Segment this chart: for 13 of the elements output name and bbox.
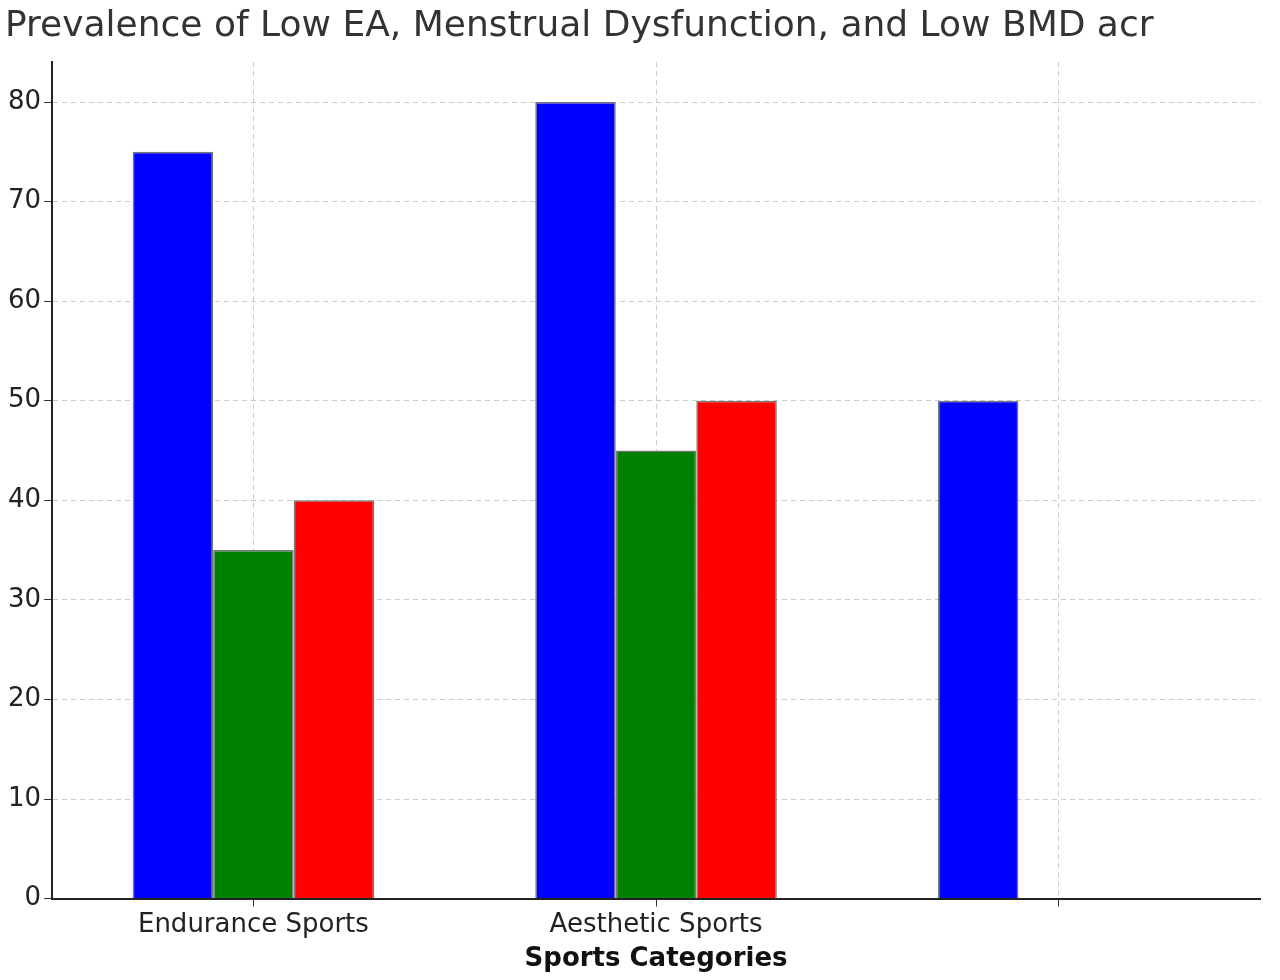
x-axis-title: Sports Categories <box>524 942 788 973</box>
y-tick-label: 40 <box>7 483 42 514</box>
x-tick-label: Endurance Sports <box>137 907 369 938</box>
y-tick-label: 80 <box>7 84 42 115</box>
y-tick-label: 70 <box>7 184 42 215</box>
y-tick-label: 10 <box>7 781 42 812</box>
y-tick-label: 0 <box>24 881 42 912</box>
y-tick-label: 50 <box>7 383 42 414</box>
chart-title: Prevalence of Low EA, Menstrual Dysfunction, and Low BMD acr <box>5 2 1154 44</box>
y-tick-label: 60 <box>7 283 42 314</box>
y-tick-label: 30 <box>7 582 42 613</box>
x-tick-label: Aesthetic Sports <box>549 907 763 938</box>
y-tick-label: 20 <box>7 682 42 713</box>
